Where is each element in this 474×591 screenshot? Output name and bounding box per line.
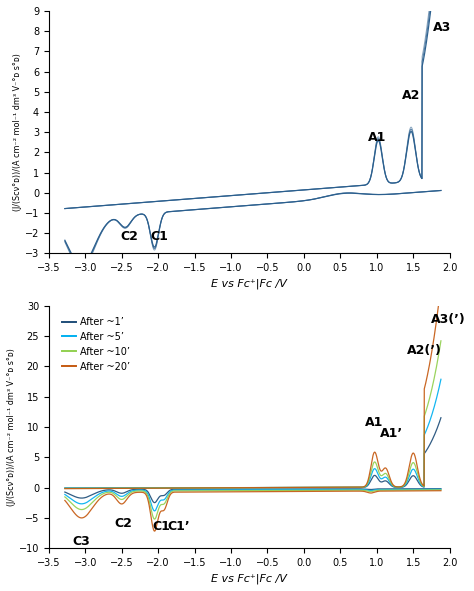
After ~1’: [220, 484, 226, 491]
After ~1’: [427, 442, 432, 449]
After ~5’: [62, 485, 68, 492]
X-axis label: E vs Fc⁺|Fc /V: E vs Fc⁺|Fc /V: [211, 279, 287, 289]
Text: C3: C3: [72, 535, 90, 548]
Legend: After ~1’, After ~5’, After ~10’, After ~20’: After ~1’, After ~5’, After ~10’, After …: [58, 313, 134, 375]
After ~10’: [438, 337, 444, 345]
Text: A3(’): A3(’): [431, 313, 465, 326]
After ~10’: [241, 484, 246, 491]
X-axis label: E vs Fc⁺|Fc /V: E vs Fc⁺|Fc /V: [211, 573, 287, 584]
After ~1’: [223, 484, 228, 491]
Line: After ~5’: After ~5’: [65, 379, 441, 488]
Line: After ~1’: After ~1’: [65, 418, 441, 488]
After ~5’: [223, 484, 228, 491]
Line: After ~20’: After ~20’: [65, 285, 441, 489]
Text: A3: A3: [433, 21, 451, 34]
After ~20’: [220, 485, 226, 492]
Text: C1: C1: [151, 230, 169, 243]
After ~5’: [241, 484, 246, 491]
After ~10’: [335, 484, 341, 491]
After ~10’: [220, 484, 226, 491]
Y-axis label: (J/(Scν°ᴅ))/(A cm⁻² mol⁻¹ dm³ V⁻°ᴅ s°ᴅ): (J/(Scν°ᴅ))/(A cm⁻² mol⁻¹ dm³ V⁻°ᴅ s°ᴅ): [7, 348, 16, 506]
After ~20’: [438, 281, 444, 288]
Text: C1: C1: [152, 520, 170, 533]
After ~10’: [427, 395, 432, 402]
Line: After ~10’: After ~10’: [65, 341, 441, 488]
Text: A1: A1: [365, 416, 383, 429]
After ~5’: [427, 418, 432, 426]
After ~10’: [408, 464, 413, 471]
After ~5’: [220, 484, 226, 491]
After ~10’: [223, 484, 228, 491]
After ~5’: [408, 469, 413, 476]
Text: C2: C2: [120, 230, 138, 243]
After ~20’: [335, 484, 341, 491]
After ~10’: [62, 485, 68, 492]
Text: A2(’): A2(’): [407, 344, 442, 357]
After ~20’: [241, 484, 246, 491]
Text: C1’: C1’: [167, 520, 190, 533]
After ~1’: [335, 484, 341, 491]
Text: A1: A1: [368, 131, 386, 144]
After ~5’: [438, 376, 444, 383]
Text: A1’: A1’: [381, 427, 403, 440]
After ~20’: [223, 484, 228, 491]
After ~20’: [62, 485, 68, 492]
After ~20’: [427, 362, 432, 369]
After ~5’: [335, 484, 341, 491]
After ~1’: [438, 414, 444, 421]
Text: A2: A2: [402, 89, 420, 102]
After ~1’: [62, 485, 68, 492]
After ~20’: [408, 456, 413, 463]
Y-axis label: (J/(Scν°ᴅ))/(A cm⁻² mol⁻¹ dm³ V⁻°ᴅ s°ᴅ): (J/(Scν°ᴅ))/(A cm⁻² mol⁻¹ dm³ V⁻°ᴅ s°ᴅ): [13, 53, 22, 211]
After ~1’: [241, 484, 246, 491]
After ~1’: [408, 475, 413, 482]
Text: C2: C2: [114, 517, 132, 530]
